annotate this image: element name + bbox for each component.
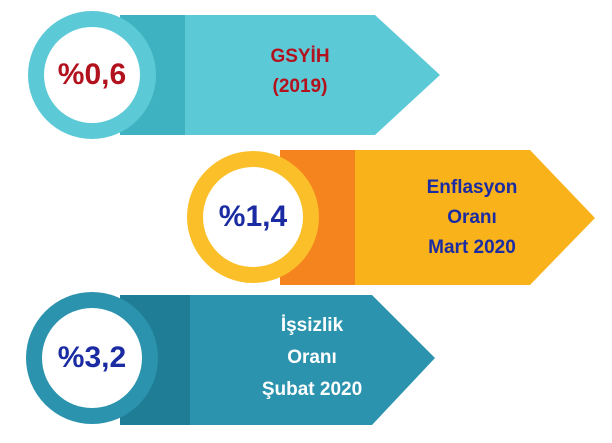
label-line: Oranı (287, 347, 337, 368)
value: %1,4 (219, 200, 288, 233)
label-line: Şubat 2020 (262, 379, 362, 400)
value: %0,6 (58, 58, 126, 91)
label-line: Oranı (447, 207, 497, 228)
circle (42, 308, 142, 408)
circle (203, 167, 303, 267)
banner (120, 295, 435, 425)
item: %1,4 Enflasyon Oranı Mart 2020 (187, 150, 595, 285)
value: %3,2 (58, 341, 126, 374)
banner (120, 15, 440, 135)
label-line: Enflasyon (427, 177, 518, 198)
circle (44, 27, 140, 123)
label-line: İşsizlik (281, 315, 344, 336)
item: %0,6 GSYİH (2019) (28, 11, 440, 139)
label-line: GSYİH (270, 46, 329, 67)
label-line: (2019) (273, 76, 328, 97)
item: %3,2 İşsizlik Oranı Şubat 2020 (26, 292, 435, 425)
label-line: Mart 2020 (428, 237, 516, 258)
banner (280, 150, 595, 285)
